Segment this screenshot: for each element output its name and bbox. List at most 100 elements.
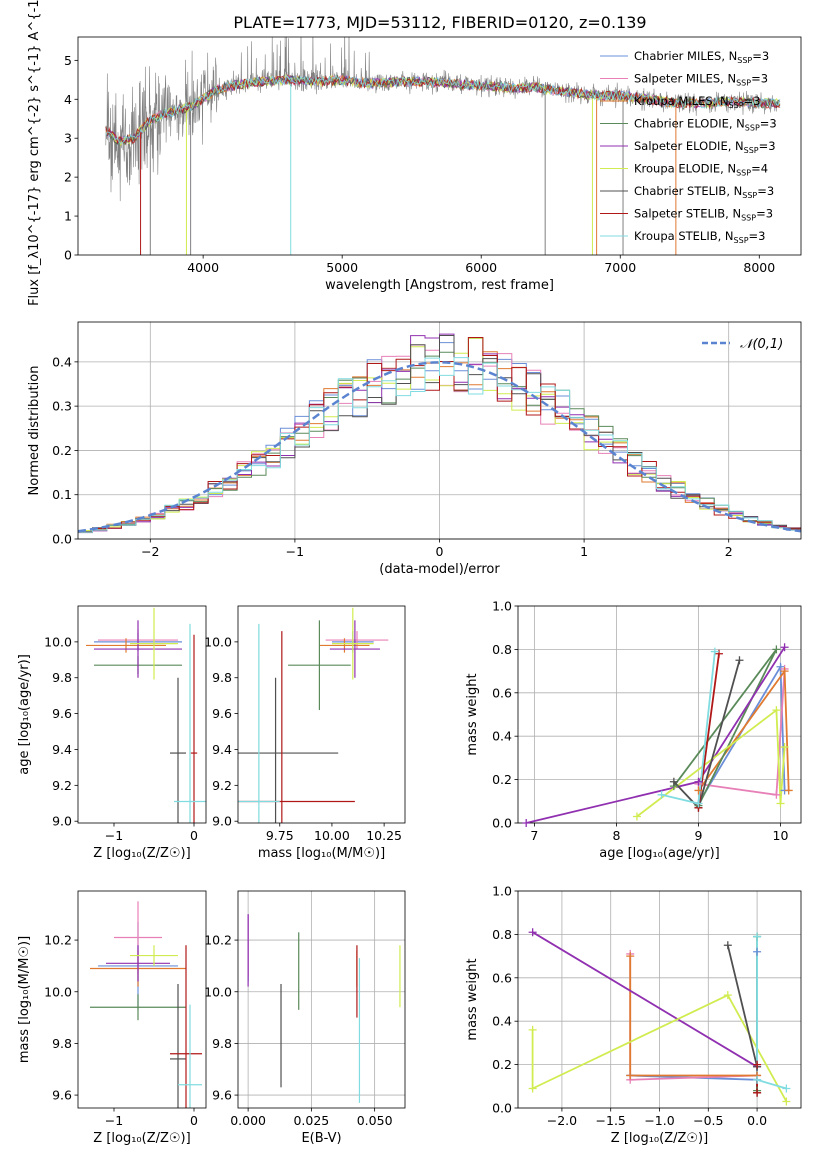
y-tick-label: 0.4 xyxy=(492,729,512,744)
axes-age-vs-mass: 9.75 10.00 10.25 9.0 9.2 9.4 9.6 9.8 10.0 mass [l… xyxy=(204,605,406,861)
histogram-9 xyxy=(78,357,801,533)
weight-marker xyxy=(626,952,635,961)
weight-marker xyxy=(753,1088,762,1097)
weight-marker xyxy=(772,790,781,799)
weight-marker xyxy=(753,947,762,956)
weight-marker xyxy=(528,928,537,937)
axes-frame xyxy=(77,36,802,256)
y-tick-label: 9.2 xyxy=(52,778,72,793)
x-tick-label: 0.0 xyxy=(747,1113,767,1128)
x-axis-label: E(B-V) xyxy=(301,1131,341,1146)
y-tick-label: 10.0 xyxy=(204,984,232,999)
weight-marker xyxy=(694,786,703,795)
y-axis-label: age [log₁₀(age/yr)] xyxy=(17,654,32,775)
model-spectrum-9 xyxy=(105,74,781,144)
y-tick-label: 9.0 xyxy=(52,814,72,829)
weight-marker xyxy=(776,799,785,808)
y-tick-label: 10.0 xyxy=(44,634,72,649)
legend-label: Salpeter STELIB, NSSP=3 xyxy=(634,207,773,223)
weight-marker xyxy=(694,777,703,786)
weight-marker xyxy=(776,662,785,671)
x-tick-label: −0.5 xyxy=(693,1113,723,1128)
x-tick-label: 9.75 xyxy=(266,828,294,843)
y-tick-label: 0.4 xyxy=(492,1014,512,1029)
x-tick-label: 8 xyxy=(612,828,620,843)
plot-area xyxy=(247,914,401,1103)
y-tick-label: 0.1 xyxy=(52,487,72,502)
weight-marker xyxy=(723,941,732,950)
plot-area xyxy=(238,607,389,823)
figure-title: PLATE=1773, MJD=53112, FIBERID=0120, z=0… xyxy=(233,13,646,32)
weight-marker xyxy=(753,1075,762,1084)
weight-line-6 xyxy=(636,708,786,818)
y-tick-label: 10.0 xyxy=(204,634,232,649)
x-tick-label: 6000 xyxy=(465,260,497,275)
plot-area xyxy=(86,607,206,823)
axes-frame xyxy=(77,605,207,824)
y-tick-label: 9.2 xyxy=(212,778,232,793)
weight-marker xyxy=(780,743,789,752)
legend-label: Salpeter ELODIE, NSSP=3 xyxy=(634,139,776,155)
weight-marker xyxy=(772,706,781,715)
y-tick-label: 9.8 xyxy=(212,1036,232,1051)
y-axis-label: mass weight xyxy=(465,958,480,1040)
x-axis-label: wavelength [Angstrom, rest frame] xyxy=(325,278,554,293)
weight-line-9 xyxy=(756,936,787,1090)
weight-marker xyxy=(780,643,789,652)
y-tick-label: 0.3 xyxy=(52,399,72,414)
model-spectrum-7 xyxy=(105,74,780,146)
axes-frame xyxy=(237,605,406,824)
legend-label: Salpeter MILES, NSSP=3 xyxy=(634,72,768,88)
y-tick-label: 1.0 xyxy=(492,884,512,899)
y-tick-label: 9.6 xyxy=(212,706,232,721)
y-tick-label: 10.2 xyxy=(204,933,232,948)
x-tick-label: 1 xyxy=(580,544,588,559)
weight-line-2 xyxy=(629,953,758,1081)
y-axis-label: Flux [f_λ10^{-17} erg cm^{-2} s^{-1} A^{… xyxy=(27,0,42,306)
weight-marker xyxy=(714,649,723,658)
plot-area xyxy=(90,901,202,1108)
x-tick-label: 7 xyxy=(530,828,538,843)
y-tick-label: 9.0 xyxy=(212,814,232,829)
axes-residuals: −2 −1 0 1 2 0.0 0.1 0.2 0.3 0.4 (data-model)/error… xyxy=(27,321,802,577)
y-tick-label: 0.6 xyxy=(492,970,512,985)
legend-label: Chabrier ELODIE, NSSP=3 xyxy=(634,117,777,133)
weight-line-3 xyxy=(629,956,758,1077)
axes-mass-weight-vs-age: 7 8 9 10 0.0 0.2 0.4 0.6 0.8 1.0 age [log₁₀(age/yr… xyxy=(465,599,802,861)
weight-marker xyxy=(723,991,732,1000)
x-tick-label: 5000 xyxy=(326,260,358,275)
x-tick-label: 0 xyxy=(190,1113,198,1128)
axes-frame xyxy=(237,890,406,1109)
axes-frame xyxy=(517,605,802,824)
weight-marker xyxy=(784,786,793,795)
weight-marker xyxy=(782,1097,791,1106)
x-tick-label: 0.025 xyxy=(293,1113,329,1128)
weight-line-5 xyxy=(525,646,786,823)
legend-label: Chabrier MILES, NSSP=3 xyxy=(634,49,769,65)
weight-marker xyxy=(528,1084,537,1093)
y-tick-label: 0.0 xyxy=(492,816,512,831)
weight-marker xyxy=(528,1025,537,1034)
y-tick-label: 1 xyxy=(64,209,72,224)
x-tick-label: −1 xyxy=(105,828,123,843)
x-tick-label: −1 xyxy=(286,544,304,559)
weight-marker xyxy=(772,645,781,654)
y-tick-label: 10.0 xyxy=(44,984,72,999)
y-tick-label: 9.8 xyxy=(212,670,232,685)
y-tick-label: 4 xyxy=(64,92,72,107)
y-tick-label: 9.8 xyxy=(52,1036,72,1051)
x-axis-label: Z [log₁₀(Z/Z☉)] xyxy=(93,846,190,861)
x-tick-label: −1 xyxy=(105,1113,123,1128)
legend-label: 𝒩(0,1) xyxy=(740,337,783,352)
weight-marker xyxy=(522,819,531,827)
y-tick-label: 9.8 xyxy=(52,670,72,685)
y-tick-label: 1.0 xyxy=(492,599,512,614)
y-tick-label: 9.4 xyxy=(212,742,232,757)
y-tick-label: 9.6 xyxy=(212,1088,232,1103)
weight-marker xyxy=(780,667,789,676)
axes-mass-vs-Z: −1 0 9.6 9.8 10.0 10.2 Z [log₁₀(Z/Z☉)] mass [lo… xyxy=(17,890,207,1146)
weight-marker xyxy=(782,1084,791,1093)
x-tick-label: 0.050 xyxy=(357,1113,393,1128)
y-tick-label: 0 xyxy=(64,248,72,263)
